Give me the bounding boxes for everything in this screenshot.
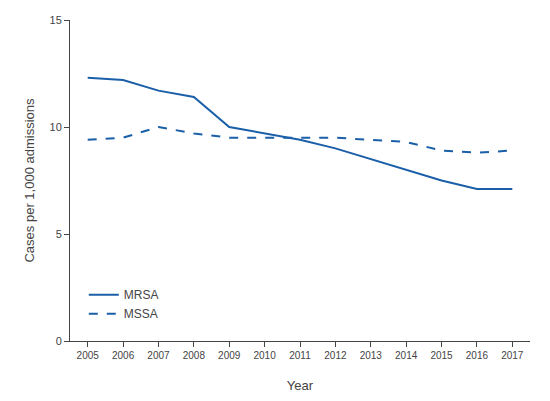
svg-text:2008: 2008	[183, 350, 206, 361]
svg-text:2007: 2007	[147, 350, 170, 361]
svg-text:10: 10	[50, 121, 62, 133]
svg-text:5: 5	[56, 228, 62, 240]
svg-text:2012: 2012	[324, 350, 347, 361]
svg-text:2016: 2016	[466, 350, 489, 361]
svg-text:MRSA: MRSA	[124, 288, 159, 302]
svg-text:2006: 2006	[112, 350, 135, 361]
svg-text:Cases per 1,000 admissions: Cases per 1,000 admissions	[22, 98, 37, 263]
svg-text:2005: 2005	[77, 350, 100, 361]
svg-text:2013: 2013	[360, 350, 383, 361]
svg-text:2017: 2017	[501, 350, 524, 361]
svg-text:2014: 2014	[395, 350, 418, 361]
svg-text:0: 0	[56, 335, 62, 347]
svg-text:MSSA: MSSA	[124, 307, 158, 321]
svg-text:15: 15	[50, 14, 62, 26]
svg-text:Year: Year	[287, 378, 314, 393]
svg-text:2009: 2009	[218, 350, 241, 361]
svg-text:2011: 2011	[289, 350, 311, 361]
svg-text:2015: 2015	[430, 350, 453, 361]
svg-text:2010: 2010	[253, 350, 276, 361]
